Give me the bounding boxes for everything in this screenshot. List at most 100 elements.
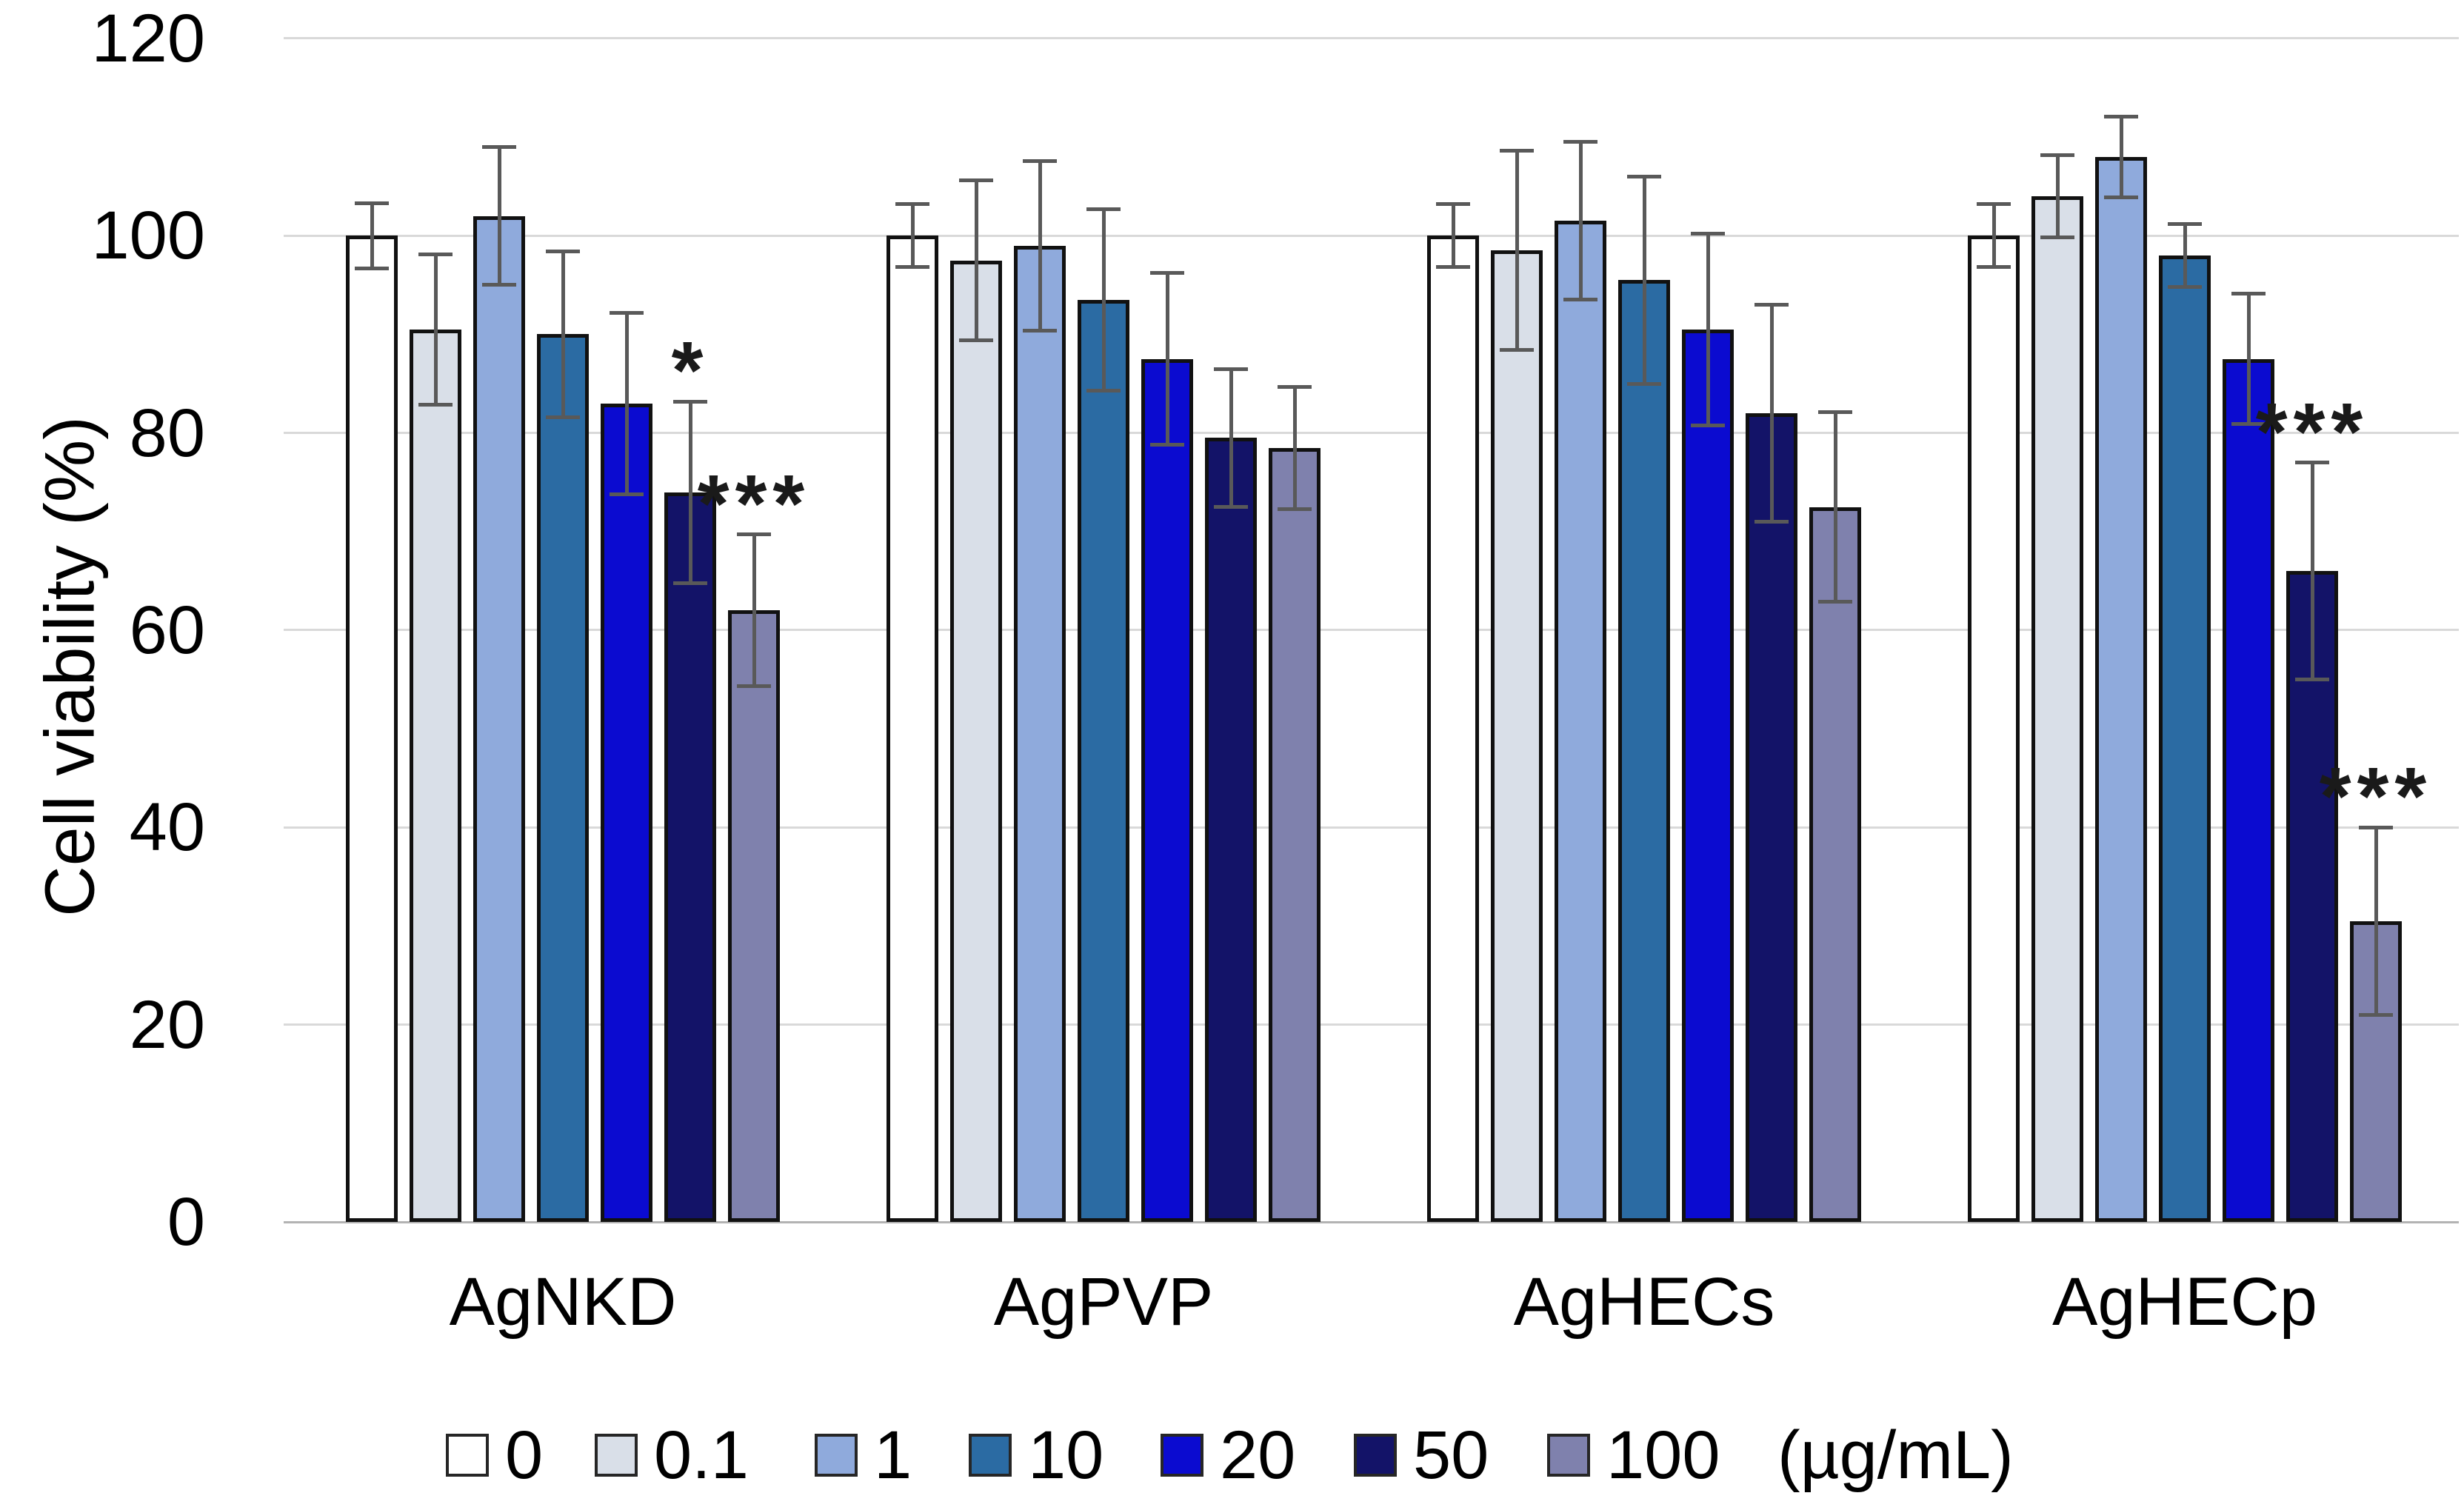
error-bar-AgNKD-20 <box>624 313 629 495</box>
x-category-label-AgHECs: AgHECs <box>1513 1264 1775 1340</box>
error-bar-AgHECp-1 <box>2119 116 2123 198</box>
error-cap-top-AgHECp-1 <box>2104 114 2138 118</box>
error-cap-bottom-AgPVP-20 <box>1150 443 1184 447</box>
legend-label-0.1: 0.1 <box>654 1417 749 1493</box>
error-cap-bottom-AgNKD-0 <box>355 266 389 270</box>
gridline-80 <box>284 432 2459 435</box>
error-cap-bottom-AgPVP-1 <box>1023 328 1057 333</box>
error-bar-AgNKD-1 <box>497 147 501 285</box>
error-cap-bottom-AgHECs-10 <box>1627 381 1661 386</box>
error-cap-top-AgHECp-50 <box>2295 461 2329 465</box>
bar-AgPVP-20 <box>1141 358 1193 1222</box>
error-cap-bottom-AgHECp-1 <box>2104 195 2138 199</box>
significance-marker-AgNKD-100: *** <box>697 458 811 549</box>
bar-AgNKD-100 <box>728 610 780 1222</box>
legend-label-1: 1 <box>874 1417 912 1493</box>
y-tick-label-100: 100 <box>91 198 206 274</box>
bar-AgPVP-0.1 <box>950 260 1002 1222</box>
error-cap-bottom-AgNKD-10 <box>546 415 580 419</box>
bar-AgPVP-50 <box>1205 438 1257 1222</box>
error-cap-top-AgHECp-0.1 <box>2040 153 2074 157</box>
bar-AgHECs-50 <box>1746 413 1797 1222</box>
error-cap-top-AgPVP-0 <box>895 202 929 207</box>
error-cap-bottom-AgHECs-100 <box>1818 599 1852 604</box>
error-cap-bottom-AgNKD-1 <box>482 283 516 287</box>
legend-swatch-0 <box>446 1434 489 1477</box>
error-cap-top-AgHECs-0.1 <box>1500 149 1534 153</box>
bar-AgHECp-0 <box>1968 235 2020 1222</box>
legend-label-20: 20 <box>1220 1417 1296 1493</box>
gridline-100 <box>284 234 2459 237</box>
legend-swatch-100 <box>1547 1434 1590 1477</box>
bar-AgNKD-50 <box>664 492 716 1222</box>
error-cap-bottom-AgHECp-50 <box>2295 678 2329 682</box>
error-bar-AgPVP-20 <box>1165 273 1169 445</box>
error-cap-top-AgHECp-20 <box>2231 292 2266 296</box>
error-cap-bottom-AgHECp-20 <box>2231 422 2266 427</box>
bar-AgHECs-100 <box>1809 507 1861 1222</box>
error-cap-bottom-AgHECp-0 <box>1977 265 2011 270</box>
bar-AgHECs-1 <box>1555 221 1606 1222</box>
error-bar-AgNKD-10 <box>561 251 565 418</box>
error-cap-bottom-AgHECs-20 <box>1691 423 1725 427</box>
bar-AgNKD-0 <box>346 235 398 1222</box>
error-cap-bottom-AgNKD-20 <box>610 492 644 496</box>
error-bar-AgPVP-0.1 <box>974 180 978 341</box>
error-cap-bottom-AgHECp-100 <box>2359 1012 2393 1017</box>
significance-marker-AgNKD-50: * <box>671 325 710 417</box>
error-bar-AgNKD-100 <box>752 534 756 686</box>
bar-AgHECp-1 <box>2095 156 2147 1222</box>
error-cap-top-AgHECs-0 <box>1436 202 1470 207</box>
error-cap-bottom-AgNKD-100 <box>737 684 771 689</box>
legend-label-0: 0 <box>505 1417 544 1493</box>
y-tick-label-0: 0 <box>167 1184 205 1260</box>
bar-AgNKD-1 <box>473 216 525 1222</box>
error-bar-AgHECp-100 <box>2374 827 2378 1015</box>
error-cap-top-AgNKD-0.1 <box>418 253 453 257</box>
error-cap-top-AgNKD-100 <box>737 532 771 537</box>
gridline-60 <box>284 629 2459 632</box>
significance-marker-AgHECp-50: *** <box>2255 386 2369 478</box>
bar-AgNKD-20 <box>601 403 652 1222</box>
error-cap-bottom-AgPVP-50 <box>1214 505 1248 510</box>
error-cap-top-AgHECs-100 <box>1818 410 1852 415</box>
error-bar-AgHECs-100 <box>1833 412 1837 602</box>
y-tick-label-40: 40 <box>129 789 205 866</box>
error-cap-bottom-AgHECs-0.1 <box>1500 348 1534 353</box>
error-bar-AgHECs-0.1 <box>1515 150 1519 350</box>
bar-AgPVP-100 <box>1269 447 1321 1222</box>
bar-AgPVP-10 <box>1078 299 1129 1222</box>
significance-marker-AgHECp-100: *** <box>2319 751 2433 843</box>
gridline-20 <box>284 1023 2459 1026</box>
error-cap-top-AgPVP-20 <box>1150 271 1184 275</box>
error-cap-bottom-AgHECp-0.1 <box>2040 235 2074 240</box>
error-bar-AgPVP-0 <box>910 204 915 267</box>
x-category-label-AgPVP: AgPVP <box>993 1264 1214 1340</box>
error-cap-top-AgPVP-50 <box>1214 367 1248 371</box>
legend-swatch-0.1 <box>595 1434 638 1477</box>
bar-AgHECp-20 <box>2223 358 2274 1222</box>
error-cap-top-AgHECp-0 <box>1977 202 2011 207</box>
error-bar-AgHECs-0 <box>1451 204 1455 267</box>
x-category-label-AgNKD: AgNKD <box>449 1264 677 1340</box>
bar-AgHECs-0.1 <box>1491 250 1543 1222</box>
error-cap-top-AgNKD-50 <box>673 399 707 404</box>
legend-swatch-20 <box>1161 1434 1203 1477</box>
error-cap-top-AgNKD-1 <box>482 144 516 149</box>
error-bar-AgPVP-10 <box>1101 209 1106 391</box>
error-cap-bottom-AgPVP-0 <box>895 265 929 270</box>
legend-swatch-1 <box>815 1434 858 1477</box>
bar-AgHECp-0.1 <box>2031 196 2083 1222</box>
gridline-40 <box>284 826 2459 829</box>
error-bar-AgHECs-20 <box>1706 233 1710 425</box>
error-bar-AgNKD-0 <box>370 203 374 269</box>
legend-label-10: 10 <box>1028 1417 1104 1493</box>
error-cap-top-AgHECs-50 <box>1754 303 1789 307</box>
x-category-label-AgHECp: AgHECp <box>2052 1264 2317 1340</box>
error-bar-AgNKD-0.1 <box>433 254 438 405</box>
error-cap-bottom-AgPVP-100 <box>1278 507 1312 511</box>
error-cap-top-AgNKD-20 <box>610 310 644 315</box>
error-cap-top-AgHECp-10 <box>2168 221 2202 226</box>
bar-AgNKD-10 <box>537 334 589 1222</box>
